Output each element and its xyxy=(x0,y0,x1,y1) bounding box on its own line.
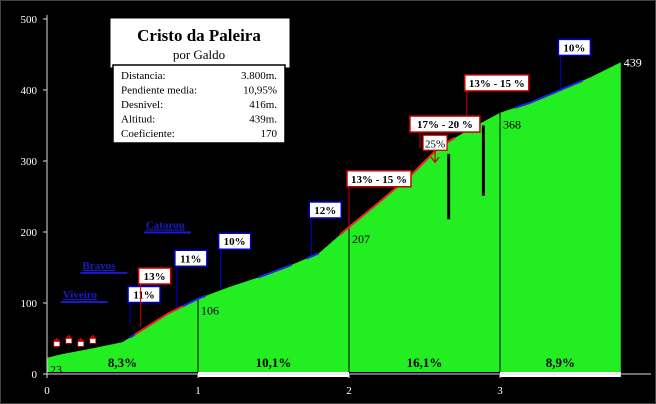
info-value: 10,95% xyxy=(243,85,277,97)
x-tick-label: 1 xyxy=(195,385,201,397)
y-tick-label: 300 xyxy=(21,156,38,168)
place-label: Bravos xyxy=(82,260,116,272)
house-icon xyxy=(65,338,73,344)
stretch-box xyxy=(464,74,530,92)
info-label: Altitud: xyxy=(121,114,155,126)
stretch-box xyxy=(409,115,481,133)
stretch-label: 17% - 20 % xyxy=(417,119,473,131)
stretch-label: 12% xyxy=(314,205,336,217)
y-tick-label: 0 xyxy=(32,369,38,381)
stretch-box xyxy=(346,170,412,188)
stretch-label: 13% - 15 % xyxy=(469,78,525,90)
info-label: Coeficiente: xyxy=(121,128,175,140)
place-label: Galdo xyxy=(65,317,94,329)
chart-title: Cristo da Paleira xyxy=(137,26,261,45)
y-tick-label: 500 xyxy=(21,14,38,26)
y-tick-label: 200 xyxy=(21,227,38,239)
info-value: 416m. xyxy=(249,99,277,111)
altitude-label: 23 xyxy=(50,363,62,377)
info-value: 439m. xyxy=(249,114,277,126)
steep-segment-line xyxy=(134,305,184,336)
max-slope-box xyxy=(422,134,448,151)
house-icon xyxy=(77,341,85,347)
x-tick-label: 3 xyxy=(497,385,503,397)
stretch-label: 11% xyxy=(180,253,201,265)
place-label: Catarou xyxy=(146,219,185,231)
moderate-segment-line xyxy=(514,79,584,109)
title-background xyxy=(110,18,290,68)
moderate-segment-line xyxy=(182,294,206,308)
info-value: 3.800m. xyxy=(241,70,277,82)
star-icon: * xyxy=(80,304,89,324)
profile-area xyxy=(47,62,621,375)
max-slope-label: 25% xyxy=(425,138,445,150)
x-tick-label: 2 xyxy=(346,385,352,397)
x-tick-label: 0 xyxy=(44,385,50,397)
km-slope-label: 10,1% xyxy=(256,355,292,370)
moderate-segment-line xyxy=(306,252,320,260)
info-value: 170 xyxy=(261,128,278,140)
stretch-box xyxy=(137,267,172,285)
y-tick-label: 100 xyxy=(21,298,38,310)
stretch-box xyxy=(174,249,208,268)
stretch-box xyxy=(308,201,342,219)
altitude-label: 368 xyxy=(503,118,521,132)
stretch-box xyxy=(127,285,161,304)
stretch-label: 13% - 15 % xyxy=(351,174,407,186)
km-slope-label: 8,3% xyxy=(108,355,137,370)
km-slope-label: 8,9% xyxy=(546,355,575,370)
moderate-segment-line xyxy=(129,333,136,339)
info-panel xyxy=(112,64,286,144)
stretch-label: 10% xyxy=(563,42,585,54)
place-label: Viveiro xyxy=(63,289,98,301)
moderate-segment-line xyxy=(258,263,293,279)
stretch-label: 10% xyxy=(224,236,246,248)
star-icon: * xyxy=(99,275,108,295)
altitude-label: 106 xyxy=(201,304,219,318)
star-icon: * xyxy=(163,234,172,254)
stretch-box xyxy=(217,232,252,250)
altitude-label: 207 xyxy=(352,232,370,246)
house-icon xyxy=(89,338,97,344)
info-label: Pendiente media: xyxy=(121,85,197,97)
info-label: Desnivel: xyxy=(121,99,163,111)
info-label: Distancia: xyxy=(121,70,166,82)
stretch-label: 13% xyxy=(144,271,166,283)
stretch-box xyxy=(557,38,592,57)
max-slope-arrow xyxy=(430,151,440,164)
y-tick-label: 400 xyxy=(21,85,38,97)
stretch-label: 11% xyxy=(133,289,154,301)
km-slope-label: 16,1% xyxy=(407,355,443,370)
house-icon xyxy=(53,341,61,347)
altitude-label: 439 xyxy=(624,55,642,69)
chart-subtitle: por Galdo xyxy=(173,47,225,62)
